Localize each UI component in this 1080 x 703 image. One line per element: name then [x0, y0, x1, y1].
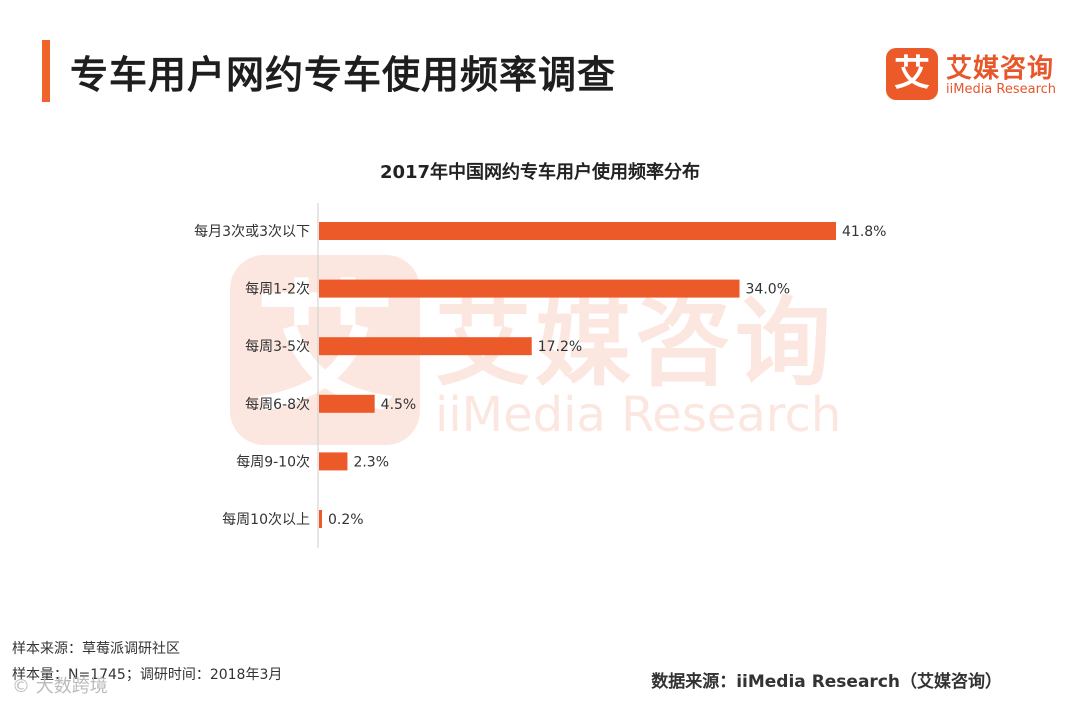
overlay-watermark: © 大数跨境	[12, 676, 108, 697]
logo-mark-icon: 艾	[886, 48, 938, 100]
chart-title: 2017年中国网约专车用户使用频率分布	[379, 162, 701, 183]
title-accent-bar	[42, 40, 50, 102]
data-label: 4.5%	[381, 397, 417, 413]
bar	[319, 279, 740, 298]
bar	[319, 510, 322, 528]
category-label: 每周6-8次	[245, 397, 310, 413]
page-title: 专车用户网约专车使用频率调查	[70, 53, 617, 97]
data-source-note: 数据来源：iiMedia Research（艾媒咨询）	[651, 672, 1002, 692]
data-label: 34.0%	[746, 282, 790, 298]
logo-name-cn: 艾媒咨询	[946, 54, 1055, 84]
sample-info-note: 样本量：N=1745；调研时间：2018年3月	[12, 667, 283, 683]
logo-name-en: iiMedia Research	[946, 82, 1057, 97]
bar	[319, 337, 532, 356]
data-label: 17.2%	[538, 339, 582, 355]
bar	[319, 222, 836, 240]
bar	[319, 394, 375, 413]
category-label: 每周1-2次	[245, 282, 310, 298]
category-label: 每周3-5次	[245, 339, 310, 355]
brand-logo: 艾 艾媒咨询 iiMedia Research	[886, 48, 1066, 102]
category-label: 每周10次以上	[222, 512, 310, 528]
sample-source-note: 样本来源：草莓派调研社区	[12, 641, 180, 657]
data-label: 0.2%	[328, 512, 364, 528]
data-label: 2.3%	[353, 454, 389, 470]
category-label: 每月3次或3次以下	[194, 224, 310, 240]
data-label: 41.8%	[842, 224, 886, 240]
bar	[319, 452, 348, 471]
category-label: 每周9-10次	[236, 454, 310, 470]
